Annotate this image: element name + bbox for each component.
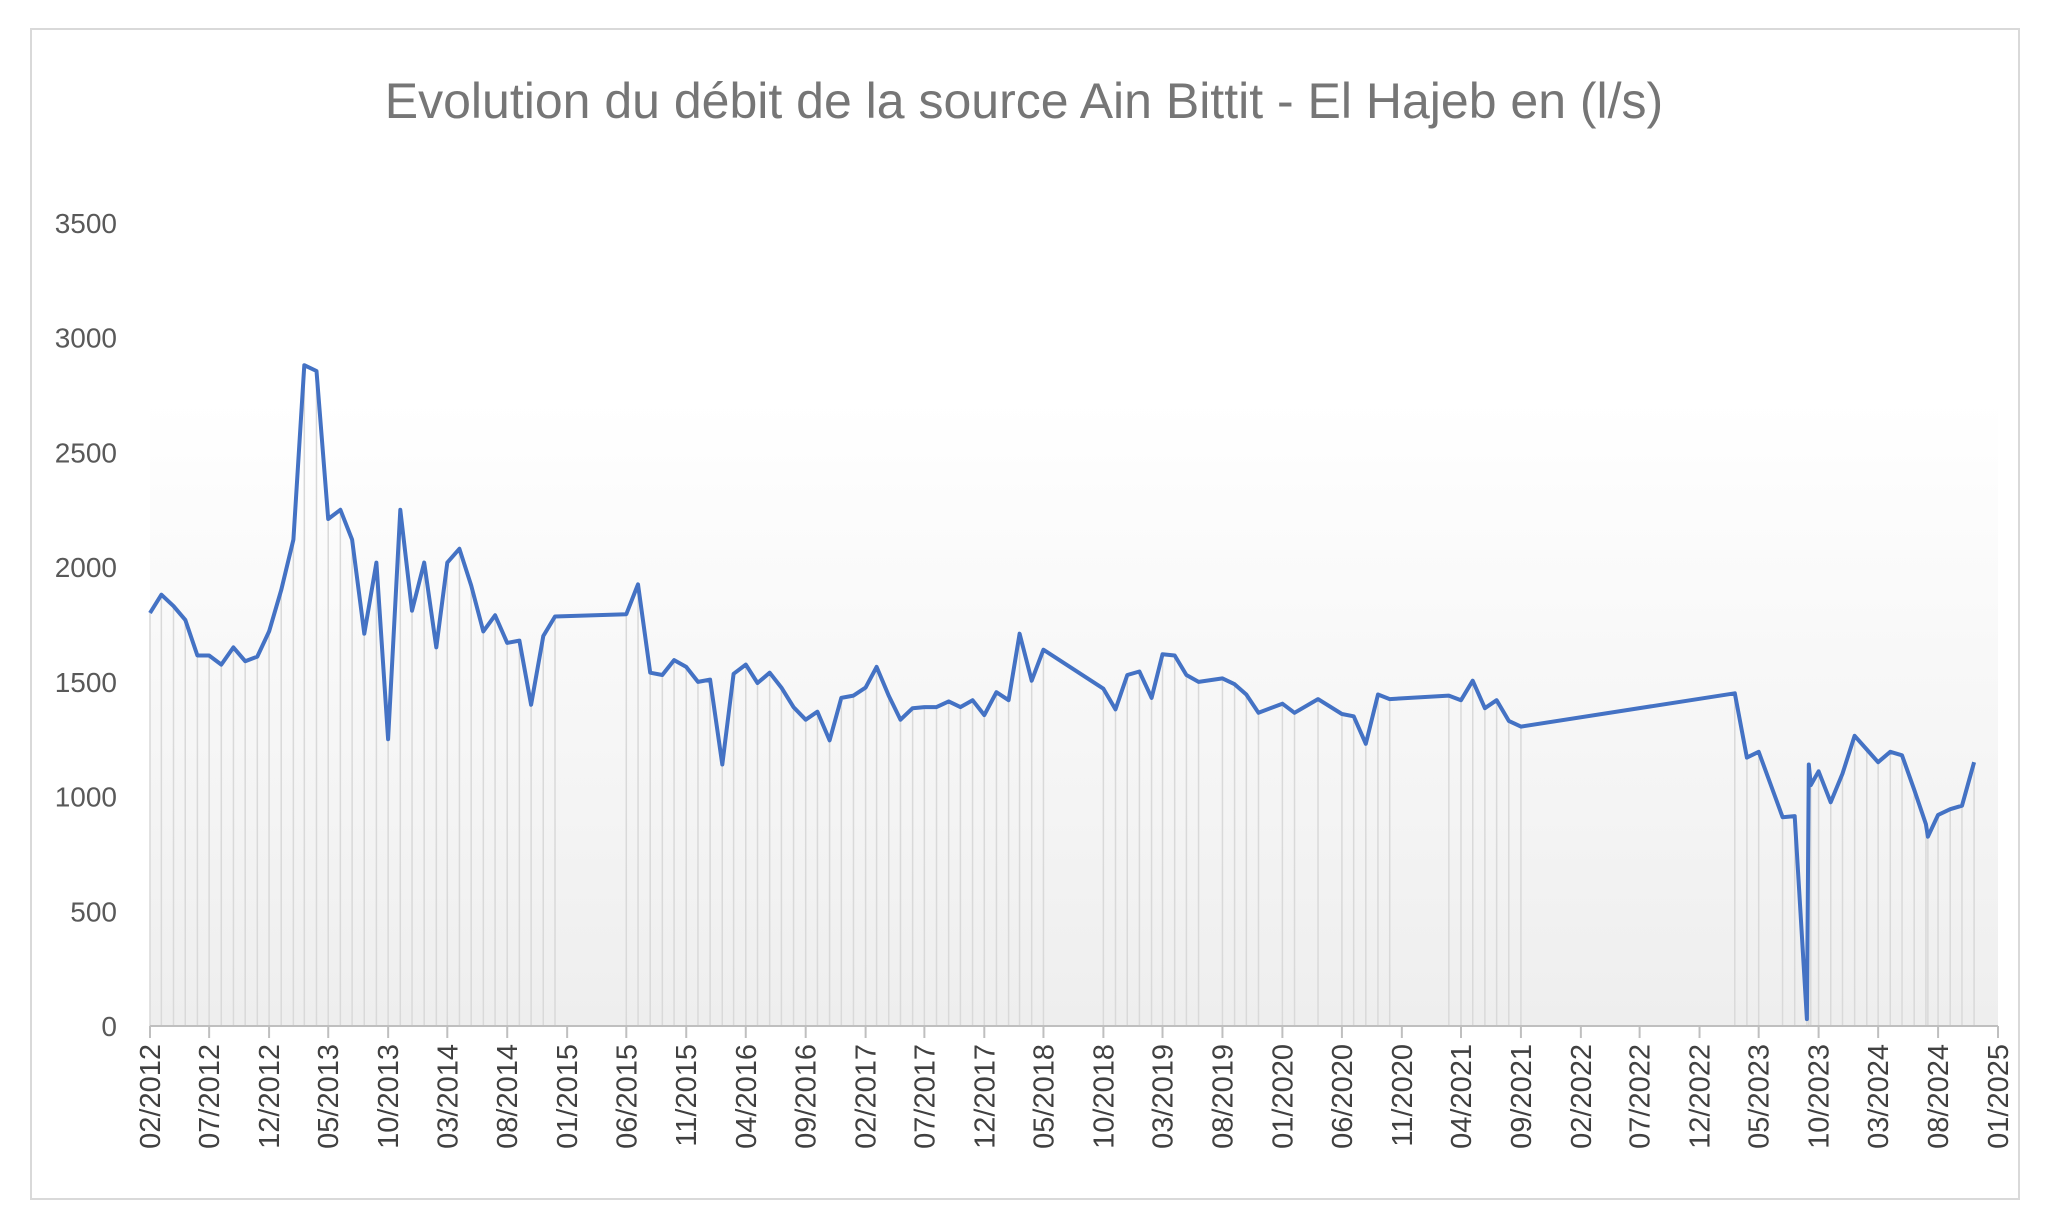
x-tick-label: 05/2023	[1744, 1044, 1776, 1149]
x-tick-label: 03/2024	[1863, 1044, 1895, 1149]
y-tick-label: 2500	[55, 437, 117, 468]
y-tick-label: 0	[101, 1011, 117, 1042]
x-tick-label: 08/2019	[1207, 1044, 1239, 1149]
x-tick-label: 04/2021	[1446, 1044, 1478, 1149]
y-tick-label: 500	[70, 896, 117, 927]
x-tick-label: 12/2017	[969, 1044, 1001, 1149]
x-tick-label: 03/2019	[1148, 1044, 1180, 1149]
x-tick-label: 02/2022	[1566, 1044, 1598, 1149]
y-tick-label: 1000	[55, 782, 117, 813]
series-line	[148, 363, 1977, 1022]
x-tick-label: 07/2012	[194, 1044, 226, 1149]
x-axis-tick-labels: 02/2012 07/2012 12/2012 05/2013 10/2013 03/20…	[135, 1044, 2015, 1149]
y-tick-label: 3000	[55, 323, 117, 354]
drop-lines	[149, 365, 1975, 1026]
x-tick-label: 08/2014	[492, 1044, 524, 1149]
y-axis-tick-labels: 0 500 1000 1500 2000 2500 3000 3500	[55, 208, 117, 1042]
x-tick-label: 06/2015	[611, 1044, 643, 1149]
y-tick-label: 1500	[55, 667, 117, 698]
x-tick-label: 01/2025	[1983, 1044, 2015, 1149]
x-tick-label: 01/2015	[552, 1044, 584, 1149]
x-tick-label: 01/2020	[1267, 1044, 1299, 1149]
x-tick-label: 08/2024	[1923, 1044, 1955, 1149]
x-tick-label: 06/2020	[1327, 1044, 1359, 1149]
x-tick-label: 07/2022	[1625, 1044, 1657, 1149]
x-tick-label: 02/2012	[135, 1044, 167, 1149]
x-tick-label: 02/2017	[851, 1044, 883, 1149]
chart-title: Evolution du débit de la source Ain Bitt…	[384, 73, 1664, 129]
x-tick-label: 07/2017	[909, 1044, 941, 1149]
x-tick-label: 10/2018	[1088, 1044, 1120, 1149]
x-tick-label: 10/2013	[373, 1044, 405, 1149]
x-tick-label: 11/2015	[671, 1044, 703, 1147]
x-tick-label: 12/2012	[254, 1044, 286, 1149]
x-tick-label: 04/2016	[731, 1044, 763, 1149]
y-tick-label: 2000	[55, 552, 117, 583]
x-tick-label: 12/2022	[1685, 1044, 1717, 1149]
y-tick-label: 3500	[55, 208, 117, 239]
x-tick-label: 10/2023	[1804, 1044, 1836, 1149]
x-tick-label: 05/2013	[313, 1044, 345, 1149]
plot-area-background	[150, 400, 1998, 1027]
x-tick-label: 09/2016	[791, 1044, 823, 1149]
x-tick-label: 09/2021	[1506, 1044, 1538, 1149]
x-tick-label: 11/2020	[1387, 1044, 1419, 1147]
x-axis-ticks	[149, 1026, 1999, 1038]
x-tick-label: 03/2014	[432, 1044, 464, 1149]
x-tick-label: 05/2018	[1028, 1044, 1060, 1149]
